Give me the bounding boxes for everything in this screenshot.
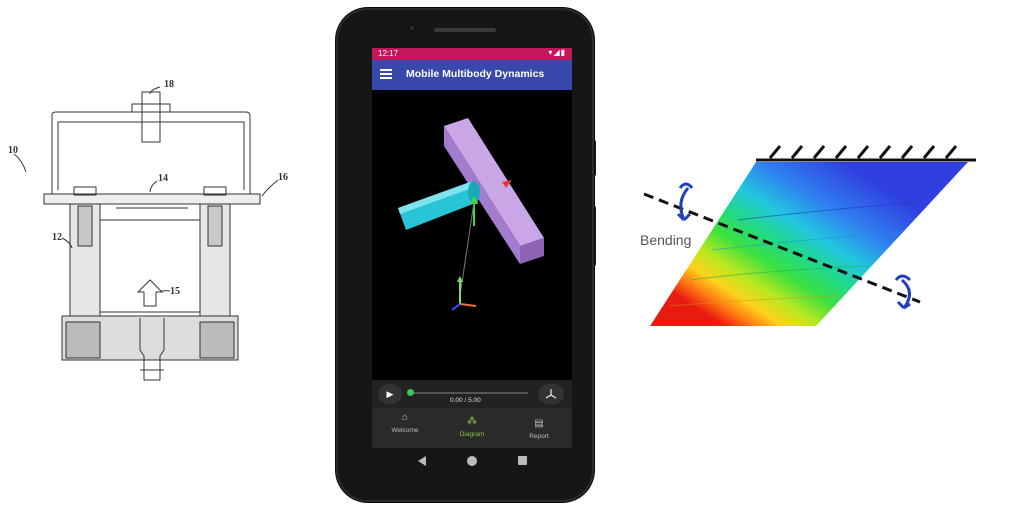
diagram-icon: ⁂ <box>467 416 477 427</box>
timeline-thumb[interactable] <box>407 389 414 396</box>
phone-frame: 12:17 ▾◢▮ Mobile Multibody Dynamics <box>336 8 594 502</box>
app-bar: Mobile Multibody Dynamics <box>372 60 572 90</box>
playback-controls: ▶ 0.00 / 5.00 <box>372 380 572 408</box>
back-icon[interactable] <box>418 456 426 466</box>
volume-button[interactable] <box>592 206 596 266</box>
earpiece <box>434 28 496 32</box>
view-axes-button[interactable] <box>538 384 564 404</box>
nav-label-diagram: Diagram <box>459 431 485 438</box>
status-icons: ▾◢▮ <box>548 48 566 57</box>
bending-figure <box>643 145 976 326</box>
recents-icon[interactable] <box>518 456 527 465</box>
ref-label-10: 10 <box>8 145 18 156</box>
ref-label-12: 12 <box>52 232 62 243</box>
app-title: Mobile Multibody Dynamics <box>406 68 545 80</box>
world-axes <box>451 276 477 311</box>
status-time: 12:17 <box>378 49 399 58</box>
nav-report[interactable]: ▤ Report <box>514 418 564 440</box>
nav-label-welcome: Welcome <box>391 427 419 434</box>
ref-label-16: 16 <box>278 172 288 183</box>
purple-beam-body <box>444 118 544 264</box>
system-navigation <box>372 448 572 478</box>
status-bar: 12:17 ▾◢▮ <box>372 48 572 60</box>
fixed-support <box>756 145 976 162</box>
bottom-navigation: ⌂ Welcome ⁂ Diagram ▤ Report <box>372 408 572 448</box>
nav-welcome[interactable]: ⌂ Welcome <box>380 412 430 434</box>
home-button-icon[interactable] <box>467 456 477 466</box>
play-button[interactable]: ▶ <box>378 384 402 404</box>
cyan-cylinder-body <box>398 181 480 230</box>
connector-line <box>459 201 475 297</box>
hamburger-menu-icon[interactable] <box>380 69 392 81</box>
3d-viewport[interactable] <box>372 90 572 378</box>
x-axis-arrow <box>502 180 512 188</box>
nav-diagram[interactable]: ⁂ Diagram <box>447 416 497 438</box>
power-button[interactable] <box>592 140 596 176</box>
front-camera-icon <box>408 24 416 32</box>
rotation-arrow-icon <box>676 182 694 222</box>
home-icon: ⌂ <box>401 412 409 423</box>
stress-plate <box>650 162 968 326</box>
timeline-slider[interactable] <box>410 392 528 394</box>
bending-label: Bending <box>640 232 692 248</box>
rotation-arrow-icon <box>894 274 912 310</box>
patent-drawing: 18 14 16 12 15 10 <box>8 79 288 381</box>
bending-axis <box>643 192 921 304</box>
ref-label-15: 15 <box>170 286 180 297</box>
nav-label-report: Report <box>529 433 549 440</box>
ref-label-18: 18 <box>164 79 174 90</box>
play-icon: ▶ <box>386 389 394 399</box>
axes-icon <box>545 389 557 399</box>
report-icon: ▤ <box>534 418 544 429</box>
phone-screen: 12:17 ▾◢▮ Mobile Multibody Dynamics <box>372 48 572 448</box>
ref-label-14: 14 <box>158 173 168 184</box>
time-readout: 0.00 / 5.00 <box>450 397 481 404</box>
